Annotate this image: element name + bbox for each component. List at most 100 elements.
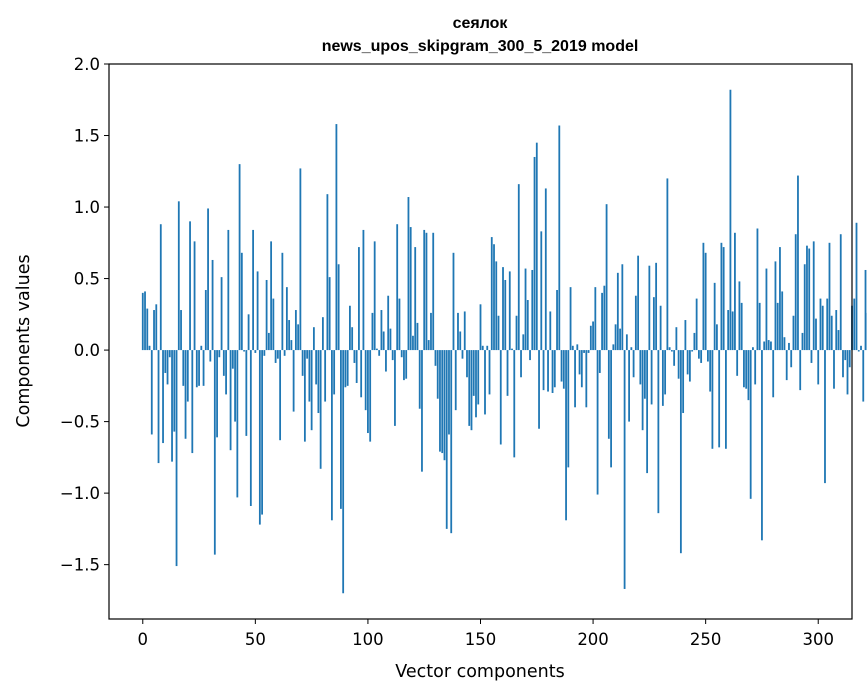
bar-component-275 (761, 350, 763, 541)
bar-component-306 (830, 315, 833, 351)
bar-component-28 (204, 290, 207, 351)
bar-component-121 (414, 247, 417, 351)
x-tick-label: 0 (138, 630, 149, 649)
bar-component-229 (657, 350, 660, 514)
bar-component-243 (688, 350, 691, 382)
bar-component-110 (389, 328, 392, 351)
bar-component-22 (191, 350, 194, 454)
bar-component-30 (209, 350, 212, 362)
bar-component-44 (240, 252, 243, 351)
bar-component-67 (292, 350, 295, 412)
bar-component-253 (711, 350, 714, 449)
bar-component-50 (254, 350, 257, 353)
bar-component-51 (256, 271, 259, 351)
bar-component-113 (396, 224, 399, 351)
bar-component-307 (833, 350, 835, 389)
y-tick-label: −0.5 (60, 413, 100, 432)
bar-component-13 (171, 350, 173, 462)
bar-component-34 (218, 350, 221, 358)
bar-component-289 (792, 315, 795, 351)
bar-component-310 (839, 234, 842, 351)
bar-component-156 (493, 244, 495, 351)
bar-component-29 (207, 208, 209, 351)
bar-component-273 (756, 228, 759, 351)
bar-component-214 (623, 350, 626, 589)
bar-component-131 (436, 350, 439, 399)
x-tick-label: 150 (465, 630, 497, 649)
bar-component-3 (148, 345, 151, 351)
bar-component-165 (513, 350, 516, 458)
bar-component-24 (195, 350, 198, 388)
bar-component-65 (288, 320, 291, 351)
bar-component-147 (472, 350, 475, 396)
bar-component-162 (506, 350, 509, 396)
bar-component-6 (155, 304, 158, 351)
bar-component-160 (502, 267, 504, 351)
bar-component-71 (301, 350, 304, 376)
bar-component-79 (319, 350, 322, 469)
bar-component-119 (409, 227, 412, 351)
bar-component-70 (299, 168, 302, 351)
bar-component-32 (213, 350, 216, 555)
bar-component-257 (720, 242, 723, 351)
bar-component-146 (470, 350, 473, 431)
bar-component-21 (189, 221, 191, 351)
bar-component-84 (331, 350, 333, 521)
bar-component-177 (540, 231, 543, 351)
bar-component-277 (765, 268, 768, 351)
bar-component-319 (860, 345, 862, 351)
bar-component-101 (369, 350, 372, 442)
bar-component-4 (150, 350, 153, 435)
bar-component-171 (526, 300, 529, 351)
bar-component-20 (186, 350, 189, 402)
bar-component-153 (486, 345, 489, 351)
bar-component-232 (664, 350, 667, 395)
bar-component-223 (643, 350, 646, 399)
bar-component-195 (580, 350, 583, 388)
bar-component-125 (423, 229, 426, 351)
x-axis: 0 50 100 150 200 250 300 (138, 619, 834, 649)
bar-component-291 (797, 175, 799, 351)
bar-component-137 (450, 350, 453, 534)
bar-component-73 (306, 350, 309, 359)
y-tick-label: 1.0 (74, 198, 100, 217)
bar-component-240 (682, 350, 685, 414)
bar-component-148 (475, 350, 477, 418)
bar-component-0 (141, 292, 144, 351)
bar-component-49 (252, 229, 254, 351)
bar-component-285 (783, 337, 786, 351)
bar-component-190 (569, 287, 572, 351)
bar-component-280 (772, 350, 775, 398)
bar-component-14 (173, 350, 176, 432)
bar-component-63 (283, 350, 286, 356)
bar-component-276 (763, 341, 766, 351)
bar-component-57 (270, 241, 273, 351)
bar-component-242 (686, 350, 689, 375)
bar-component-31 (211, 259, 214, 351)
bar-component-112 (394, 350, 396, 426)
bar-component-175 (535, 142, 538, 351)
bar-component-294 (803, 264, 806, 351)
bar-component-166 (515, 315, 518, 351)
bar-component-135 (445, 350, 448, 529)
bar-component-210 (614, 324, 617, 351)
bar-component-138 (452, 252, 455, 351)
bar-component-293 (801, 332, 804, 351)
bar-component-304 (826, 298, 829, 351)
bar-component-144 (466, 350, 468, 378)
bar-component-299 (815, 318, 817, 351)
bar-component-161 (504, 279, 507, 351)
bar-series (141, 89, 867, 594)
y-tick-label: −1.5 (60, 556, 100, 575)
bar-component-155 (490, 237, 493, 351)
bar-component-127 (427, 340, 430, 351)
bar-component-94 (353, 350, 356, 363)
bar-component-213 (621, 264, 624, 351)
bar-component-258 (722, 247, 725, 351)
bar-component-56 (267, 332, 270, 351)
bar-component-286 (785, 350, 788, 381)
bar-component-15 (175, 350, 178, 567)
bar-component-250 (704, 252, 707, 351)
bar-component-116 (403, 350, 405, 381)
